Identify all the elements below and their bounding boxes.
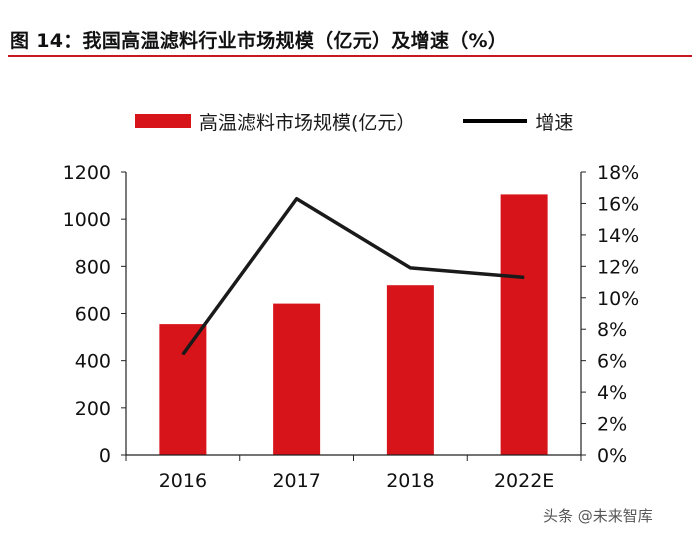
watermark: 头条 @未来智库 <box>543 507 653 525</box>
growth-point-2016 <box>182 353 184 355</box>
y-left-tick-label: 0 <box>99 445 111 467</box>
growth-point-2017 <box>296 198 298 200</box>
bar-2017 <box>273 303 321 455</box>
x-tick-label: 2017 <box>272 470 320 492</box>
legend-line-swatch <box>463 119 528 123</box>
y-right-tick-label: 18% <box>597 162 639 184</box>
x-tick-label: 2018 <box>386 470 434 492</box>
bar-2018 <box>386 285 434 455</box>
title-rule <box>8 55 692 57</box>
y-left-tick-label: 400 <box>75 351 111 373</box>
legend-bar-label: 高温滤料市场规模(亿元） <box>199 111 416 134</box>
y-right-tick-label: 0% <box>597 445 627 467</box>
legend-line-label: 增速 <box>535 111 574 134</box>
y-right-tick-label: 4% <box>597 382 627 404</box>
x-tick-label: 2022E <box>494 470 554 492</box>
y-left-tick-label: 1200 <box>63 162 111 184</box>
figure-title: 图 14：我国高温滤料行业市场规模（亿元）及增速（%） <box>10 30 508 52</box>
y-right-tick-label: 10% <box>597 288 639 310</box>
y-right-tick-label: 16% <box>597 193 639 215</box>
y-right-tick-label: 6% <box>597 351 627 373</box>
y-left-tick-label: 600 <box>75 304 111 326</box>
y-right-tick-label: 14% <box>597 225 639 247</box>
y-left-tick-label: 800 <box>75 256 111 278</box>
growth-point-2022E <box>523 276 525 278</box>
y-right-tick-label: 8% <box>597 319 627 341</box>
legend-item-bar: 高温滤料市场规模(亿元） <box>135 108 415 135</box>
y-right-tick-label: 12% <box>597 256 639 278</box>
legend-bar-swatch <box>135 114 191 128</box>
x-tick-label: 2016 <box>159 470 207 492</box>
growth-point-2018 <box>409 267 411 269</box>
y-left-tick-label: 200 <box>75 398 111 420</box>
growth-line <box>181 196 525 356</box>
y-right-tick-label: 2% <box>597 414 627 436</box>
chart-legend: 高温滤料市场规模(亿元） 增速 <box>135 106 573 136</box>
bar-2022E <box>500 194 548 455</box>
legend-item-line: 增速 <box>415 108 573 135</box>
bar-2016 <box>159 324 207 455</box>
y-left-tick-label: 1000 <box>63 209 111 231</box>
